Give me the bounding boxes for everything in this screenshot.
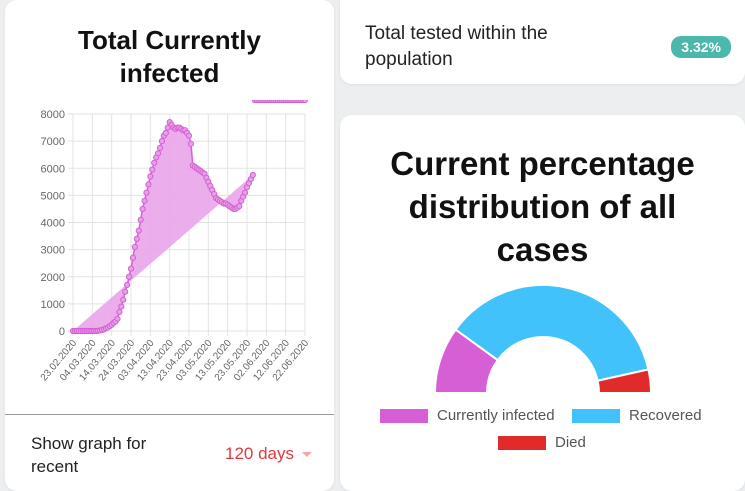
legend-label-died: Died [555, 434, 586, 451]
doughnut-segment-recovered [454, 284, 650, 382]
data-point [120, 296, 127, 303]
data-point [125, 273, 133, 280]
data-point [158, 138, 166, 145]
legend-swatch-infected [380, 408, 428, 423]
tested-percentage-badge: 3.32% [671, 36, 731, 58]
y-tick-label: 0 [59, 326, 65, 338]
distribution-title-line3: cases [496, 231, 589, 268]
data-point [122, 288, 129, 295]
data-point [236, 203, 243, 210]
data-point [162, 129, 169, 137]
distribution-title: Current percentage distribution of all c… [340, 142, 745, 271]
data-point [156, 144, 164, 152]
data-point [187, 140, 195, 147]
y-tick-label: 1000 [41, 299, 65, 311]
data-point [135, 227, 142, 234]
data-point [143, 189, 150, 196]
data-point [114, 315, 121, 322]
data-point [118, 303, 125, 310]
data-point [154, 150, 162, 157]
data-point [185, 132, 193, 139]
tested-label: Total tested within the population [365, 23, 548, 70]
data-point [141, 197, 148, 204]
data-point [145, 181, 152, 188]
y-tick-label: 3000 [41, 245, 65, 257]
data-point [139, 205, 146, 213]
legend-swatch-recovered [572, 408, 620, 423]
legend-item-died[interactable]: Died [498, 434, 586, 451]
data-point [116, 308, 123, 316]
y-tick-label: 7000 [41, 136, 65, 148]
data-point [133, 235, 140, 242]
legend-item-recovered[interactable]: Recovered [572, 407, 702, 424]
legend-label-recovered: Recovered [629, 407, 702, 424]
days-value: 120 days [225, 444, 294, 463]
legend-swatch-died [498, 435, 546, 450]
divider [5, 414, 334, 415]
data-point [129, 254, 137, 261]
distribution-title-line2: distribution of all [408, 188, 677, 225]
y-tick-label: 8000 [41, 109, 65, 121]
caret-down-icon [302, 451, 312, 457]
y-tick-label: 2000 [41, 272, 65, 284]
chart-title: Total Currently infected [5, 24, 334, 90]
y-tick-label: 4000 [41, 218, 65, 230]
data-point [149, 166, 156, 173]
legend-item-infected[interactable]: Currently infected [380, 407, 555, 424]
distribution-title-line1: Current percentage [390, 145, 695, 182]
chart-title-line2: infected [119, 58, 220, 88]
data-point [127, 265, 135, 272]
legend-label-infected: Currently infected [437, 407, 555, 424]
infected-line-chart: 01000200030004000500060007000800023.02.2… [39, 100, 312, 383]
data-point [249, 171, 256, 179]
tested-card: Total tested within the population 3.32% [340, 0, 745, 84]
data-point [151, 159, 158, 166]
days-select[interactable]: 120 days [225, 444, 312, 464]
data-point [301, 100, 309, 104]
distribution-doughnut-chart [433, 284, 653, 394]
data-point [131, 243, 138, 251]
distribution-card: Current percentage distribution of all c… [340, 115, 745, 491]
chart-title-line1: Total Currently [78, 25, 261, 55]
recent-label: Show graph for recent [31, 434, 147, 476]
data-point [137, 216, 144, 223]
infected-chart-card: Total Currently infected 0 1000 2000 3000 40… [5, 0, 334, 491]
data-point [241, 189, 249, 196]
data-point [147, 173, 154, 180]
data-point [124, 281, 131, 288]
area-fill [73, 122, 253, 331]
y-tick-label: 6000 [41, 163, 65, 175]
doughnut-segment-died [596, 368, 653, 394]
y-tick-label: 5000 [41, 190, 65, 202]
